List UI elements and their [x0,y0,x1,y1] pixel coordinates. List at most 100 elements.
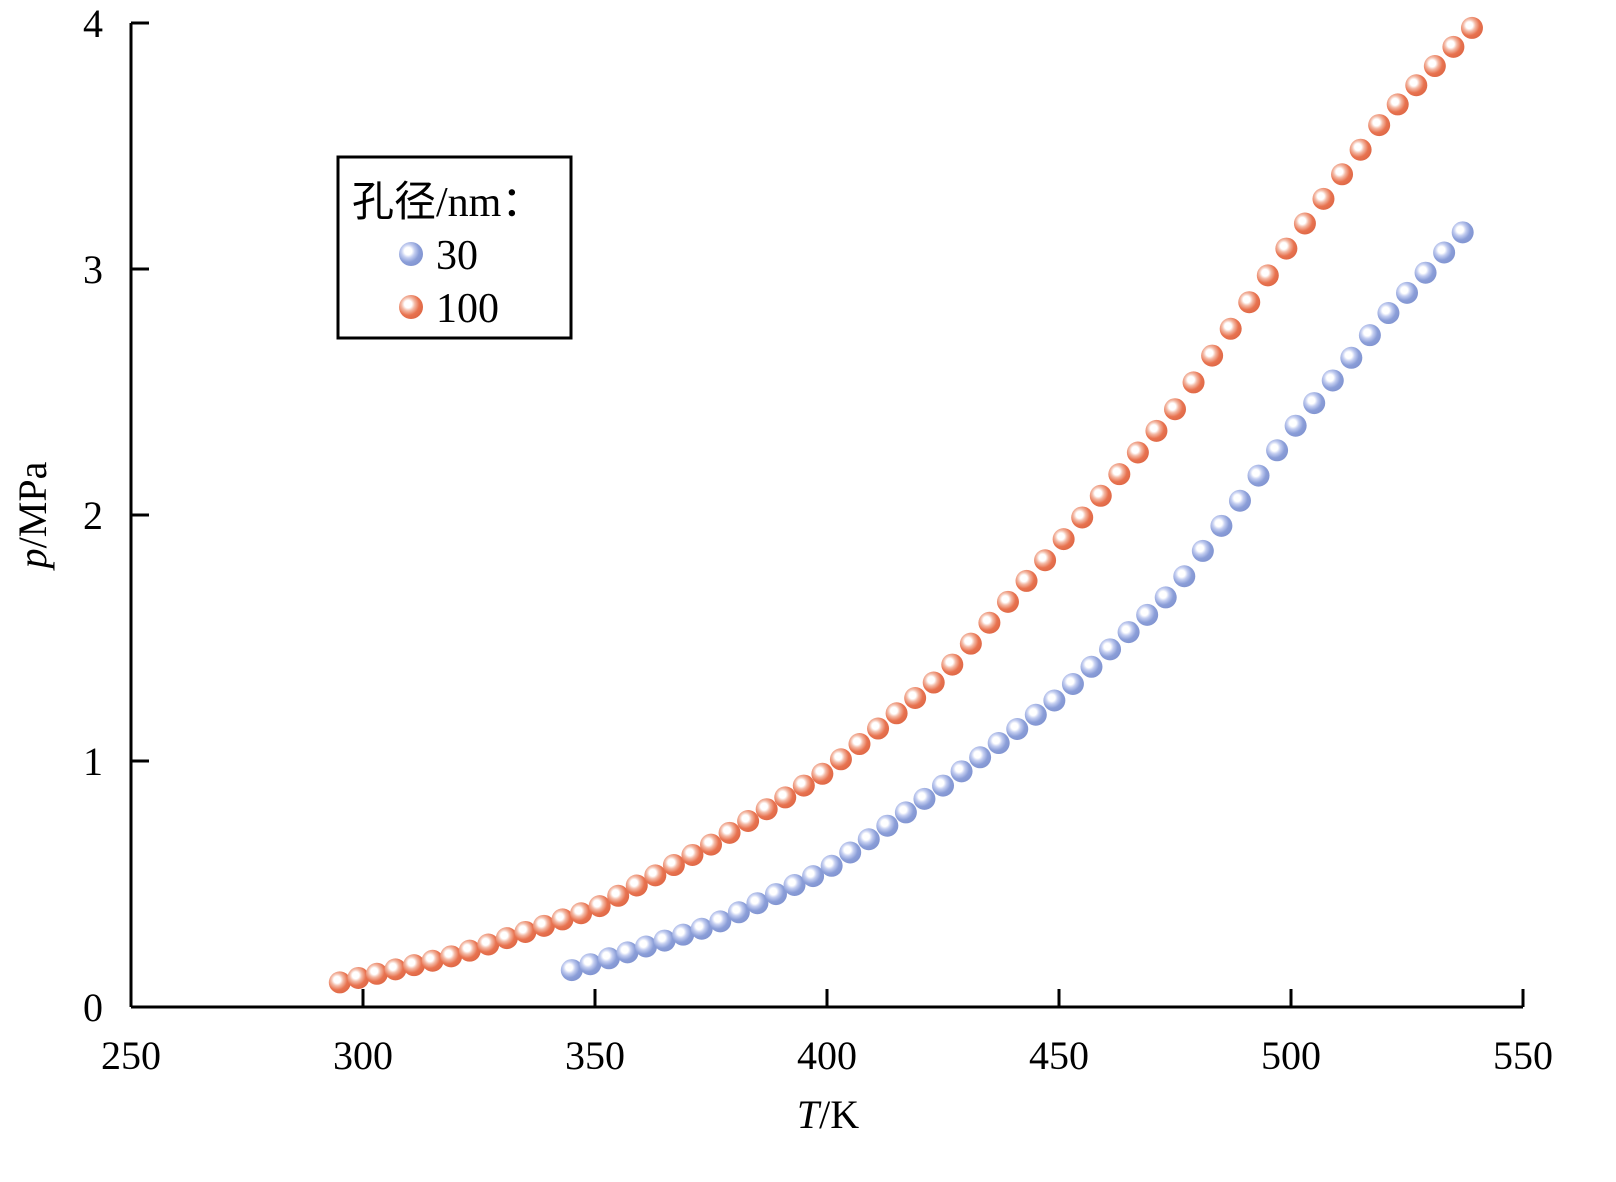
legend-marker-30 [399,242,423,266]
data-point-30 [1396,281,1418,304]
data-point-100 [514,920,537,943]
axes: 250 300 350 400 450 500 550 0 1 2 3 4 [83,1,1553,1078]
data-point-100 [570,902,593,925]
data-point-100 [792,774,815,797]
y-tick-label: 4 [83,1,103,46]
data-point-30 [1191,539,1214,562]
data-point-30 [1321,369,1344,392]
x-tick-label: 550 [1493,1033,1553,1078]
data-points [328,16,1483,994]
data-point-100 [1145,419,1168,442]
data-point-100 [996,590,1019,613]
data-point-100 [403,954,426,977]
data-point-100 [1034,549,1057,572]
data-point-100 [1182,371,1205,394]
data-point-30 [894,801,917,824]
data-point-30 [560,959,583,982]
legend-label-100: 100 [436,286,499,332]
data-point-100 [959,632,982,655]
legend-box [336,155,573,340]
data-point-30 [969,746,992,769]
data-point-30 [1210,514,1233,537]
data-point-30 [1061,673,1084,696]
data-point-100 [384,958,407,981]
data-point-30 [820,854,843,877]
data-point-30 [1414,261,1437,284]
data-point-30 [1043,689,1066,712]
data-point-100 [1219,317,1242,340]
data-point-100 [1293,212,1316,235]
data-point-100 [1126,441,1149,464]
data-point-30 [1099,638,1122,661]
data-point-30 [635,935,658,958]
data-point-100 [1108,463,1131,486]
data-point-30 [764,883,787,906]
x-tick-label: 250 [101,1033,161,1078]
x-tick-label: 350 [565,1033,625,1078]
x-axis-title: T/K [797,1092,859,1137]
y-tick-label: 1 [83,739,103,784]
data-point-100 [607,884,630,907]
legend-label-30: 30 [436,233,478,279]
data-point-30 [1173,565,1196,588]
data-point-100 [885,702,908,725]
data-point-100 [1071,506,1094,529]
data-point-100 [904,687,927,710]
data-point-100 [1015,569,1038,592]
data-point-30 [1340,346,1363,369]
data-point-100 [532,914,555,937]
data-point-100 [1201,344,1224,367]
data-point-30 [1433,241,1456,264]
data-point-30 [616,941,639,964]
x-axis-title-var: T [797,1092,822,1137]
data-point-100 [365,962,388,985]
data-point-100 [347,966,370,989]
data-point-100 [495,927,518,950]
data-point-30 [802,865,825,888]
data-point-30 [1228,489,1251,512]
data-point-100 [662,854,685,877]
data-point-100 [922,671,945,694]
data-point-100 [1164,398,1186,421]
data-point-30 [709,910,732,933]
data-point-100 [421,949,444,972]
data-point-100 [755,798,778,821]
x-tick-label: 300 [333,1033,393,1078]
data-point-100 [848,733,871,756]
data-point-100 [328,971,351,994]
x-axis-title-unit: /K [819,1092,859,1137]
legend-marker-100 [399,295,423,319]
data-point-100 [867,717,890,740]
data-point-100 [829,748,852,771]
legend-title: 孔径/nm： [352,180,543,226]
data-point-30 [1080,655,1103,678]
data-point-30 [932,774,954,797]
data-point-100 [718,821,741,844]
data-point-30 [1117,621,1140,644]
data-point-100 [644,864,667,887]
data-point-100 [1238,291,1261,314]
data-point-30 [950,760,973,783]
data-point-100 [440,945,463,968]
data-point-100 [1331,163,1354,186]
data-point-100 [1386,93,1409,116]
data-point-100 [1275,237,1298,260]
data-point-100 [1089,484,1112,507]
data-point-100 [1442,35,1465,58]
data-point-30 [653,929,676,952]
data-point-100 [737,810,760,833]
data-point-30 [746,892,769,915]
data-point-30 [597,947,620,970]
data-point-100 [1052,528,1075,551]
data-point-30 [690,917,713,940]
data-point-30 [1377,302,1400,325]
data-point-30 [1358,324,1381,347]
data-point-30 [579,953,602,976]
data-point-30 [913,787,936,810]
x-tick-label: 500 [1261,1033,1321,1078]
data-point-30 [1284,414,1307,437]
data-point-100 [1405,74,1428,97]
data-point-30 [1451,221,1474,244]
data-point-100 [458,939,481,962]
legend: 孔径/nm： 30 100 [336,155,573,340]
